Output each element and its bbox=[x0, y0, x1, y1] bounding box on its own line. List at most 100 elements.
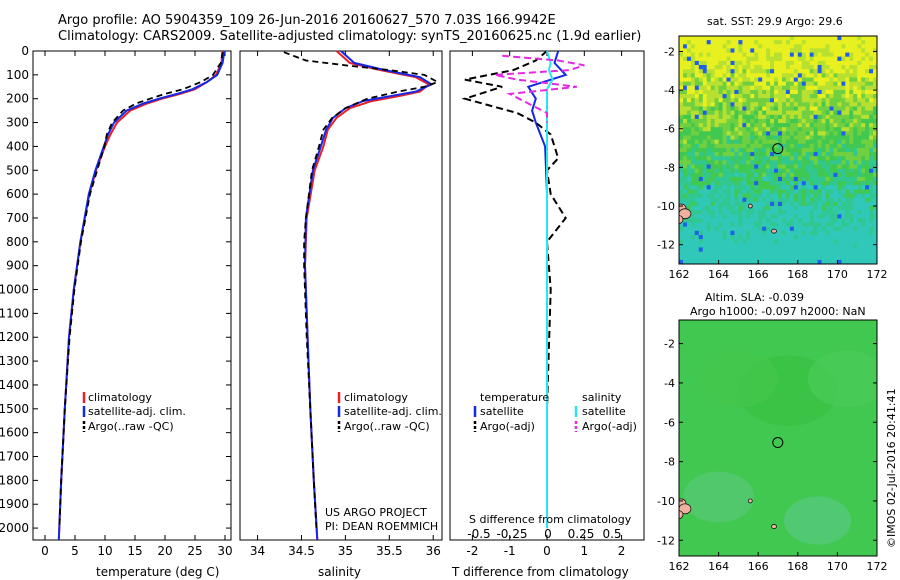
sst-cell bbox=[770, 214, 775, 219]
sst-cell bbox=[754, 85, 759, 91]
sst-cell bbox=[797, 118, 803, 124]
sst-cell bbox=[770, 210, 775, 215]
sst-cell bbox=[694, 98, 700, 103]
sst-cell bbox=[778, 156, 783, 161]
sst-cell bbox=[750, 110, 755, 116]
sst-cell bbox=[837, 73, 842, 78]
sst-cell bbox=[690, 147, 696, 153]
sst-cell bbox=[758, 118, 763, 124]
sst-cell bbox=[821, 193, 827, 199]
sst-cell bbox=[690, 197, 696, 203]
sst-cell bbox=[813, 235, 819, 240]
sst-cell bbox=[686, 98, 692, 103]
x-tick-label: 0 bbox=[41, 544, 49, 558]
sst-cell bbox=[865, 106, 870, 112]
sst-cell bbox=[833, 243, 838, 248]
sst-cell bbox=[690, 106, 696, 112]
sst-cell bbox=[683, 123, 688, 128]
sst-cell bbox=[809, 160, 815, 166]
sst-cell bbox=[730, 89, 736, 95]
sst-cell bbox=[837, 56, 842, 62]
sst-cell bbox=[750, 181, 755, 186]
sst-cell bbox=[845, 181, 850, 186]
sst-cell bbox=[865, 251, 870, 257]
sst-cell bbox=[694, 239, 700, 244]
sst-cell bbox=[829, 210, 835, 215]
sst-cell bbox=[789, 143, 795, 149]
sst-cell bbox=[730, 77, 736, 83]
sst-cell bbox=[730, 160, 736, 166]
sst-cell bbox=[774, 118, 779, 124]
sst-cell bbox=[849, 214, 854, 219]
sst-cell bbox=[683, 243, 688, 248]
sst-cell bbox=[789, 106, 795, 112]
sst-cell bbox=[809, 176, 815, 182]
sst-cell bbox=[793, 259, 799, 264]
y-tick-label: 500 bbox=[6, 163, 29, 177]
sst-cell bbox=[706, 44, 712, 49]
sst-cell bbox=[801, 168, 807, 174]
sst-cell bbox=[734, 94, 739, 99]
sst-cell bbox=[873, 255, 877, 261]
island bbox=[747, 498, 753, 504]
sst-cell bbox=[702, 106, 708, 112]
sst-cell bbox=[785, 181, 791, 186]
sst-cell bbox=[825, 201, 831, 207]
sst-cell bbox=[873, 114, 877, 120]
sst-cell bbox=[813, 60, 819, 66]
sst-cell bbox=[698, 98, 704, 103]
sst-cell bbox=[774, 235, 779, 240]
sst-cell bbox=[782, 135, 787, 141]
sst-cell bbox=[865, 114, 870, 120]
sst-cell bbox=[714, 255, 720, 261]
sst-cell bbox=[849, 176, 854, 182]
sst-cell bbox=[837, 185, 842, 190]
temperature-panel: 0 5 10 15 20 25 300100200300400500600700800900… bbox=[0, 44, 233, 558]
sst-cell bbox=[869, 214, 874, 219]
sst-cell bbox=[770, 156, 775, 161]
sst-cell bbox=[853, 114, 858, 120]
sst-cell bbox=[813, 197, 819, 203]
sst-cell bbox=[734, 89, 739, 95]
sst-cell bbox=[766, 48, 771, 54]
sst-cell bbox=[813, 193, 819, 199]
sst-cell bbox=[770, 235, 775, 240]
sst-cell bbox=[793, 65, 799, 70]
sst-cell bbox=[785, 98, 791, 103]
sst-cell bbox=[746, 181, 751, 186]
sst-cell bbox=[770, 36, 775, 41]
sst-cell bbox=[821, 127, 827, 132]
y-tick-label: 1000 bbox=[0, 283, 29, 297]
sst-cell bbox=[833, 52, 838, 58]
sst-cell bbox=[718, 48, 724, 54]
sst-cell bbox=[730, 152, 736, 157]
sst-cell bbox=[785, 156, 791, 161]
sst-cell bbox=[861, 98, 866, 103]
sst-cell bbox=[718, 168, 724, 174]
sst-cell bbox=[841, 69, 846, 74]
sst-cell bbox=[679, 255, 684, 261]
sst-cell bbox=[789, 36, 795, 41]
sst-cell bbox=[683, 139, 688, 145]
sst-cell bbox=[710, 197, 716, 203]
sst-cell bbox=[766, 94, 771, 99]
sst-cell bbox=[758, 102, 763, 107]
sst-cell bbox=[869, 206, 874, 211]
sst-cell bbox=[730, 52, 736, 58]
sst-cell bbox=[825, 235, 831, 240]
sst-cell bbox=[861, 152, 866, 157]
sst-cell bbox=[738, 139, 743, 145]
sst-cell bbox=[726, 73, 732, 78]
sst-cell bbox=[778, 52, 783, 58]
sst-cell bbox=[706, 181, 712, 186]
sst-cell bbox=[809, 131, 815, 136]
sst-cell bbox=[853, 60, 858, 66]
sst-cell bbox=[722, 139, 728, 145]
sst-cell bbox=[825, 255, 831, 261]
sst-cell bbox=[726, 201, 732, 207]
sst-cell bbox=[873, 98, 877, 103]
sst-cell bbox=[873, 210, 877, 215]
sst-cell bbox=[758, 172, 763, 178]
sst-cell bbox=[710, 206, 716, 211]
sst-cell bbox=[686, 81, 692, 87]
